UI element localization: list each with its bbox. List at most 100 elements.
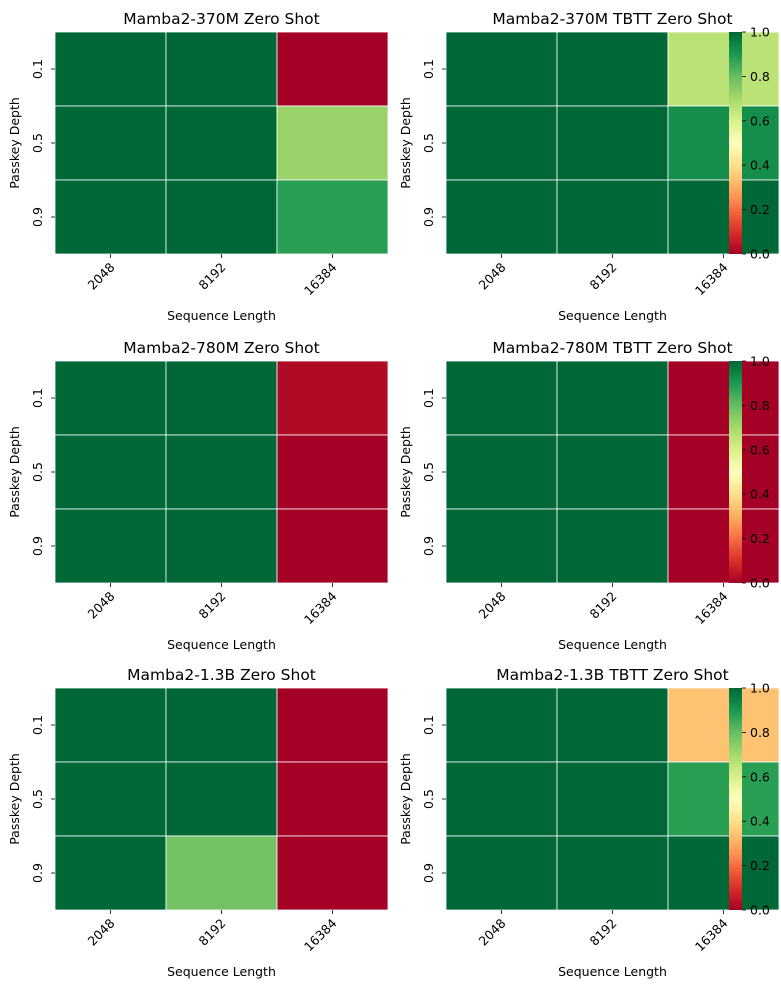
heatmap-panel-3: Mamba2-780M Zero Shot2048 8192 163840.10.5… [7,339,388,652]
y-tick-label: 0.9 [30,536,45,556]
heatmap-cell [55,361,166,435]
heatmap-cell [557,106,668,180]
colorbar-tick-label: 0.2 [750,531,770,546]
y-tick-label: 0.9 [421,207,436,227]
chart-title: Mamba2-780M TBTT Zero Shot [492,339,732,357]
colorbar-gradient [729,32,742,254]
y-tick-label: 0.5 [30,789,45,809]
x-tick-label: 2048 [85,588,118,621]
x-tick-label: 8192 [196,916,229,949]
x-tick-label: 2048 [85,915,118,948]
x-tick-label: 16384 [301,915,340,954]
heatmap-cell [557,435,668,509]
chart-title: Mamba2-370M Zero Shot [123,10,319,28]
x-tick-label: 2048 [476,259,509,292]
heatmap-cell [446,32,557,106]
colorbar-tick-label: 0.6 [750,769,770,784]
y-tick-label: 0.1 [30,715,45,735]
chart-title: Mamba2-1.3B Zero Shot [127,666,316,684]
x-tick-label: 2048 [85,259,118,292]
y-tick-label: 0.5 [421,789,436,809]
x-tick-label: 8192 [587,916,620,949]
heatmap-cell [166,762,277,836]
heatmap-cell [55,180,166,254]
heatmap-cell [277,509,388,583]
colorbar-tick-label: 0.6 [750,442,770,457]
y-axis-label: Passkey Depth [7,753,22,845]
chart-title: Mamba2-780M Zero Shot [123,339,319,357]
colorbar-tick-label: 0.2 [750,858,770,873]
y-tick-label: 0.1 [30,388,45,408]
y-tick-label: 0.5 [421,462,436,482]
colorbar-tick-label: 1.0 [750,25,770,40]
heatmap-cell [277,106,388,180]
x-tick-label: 2048 [476,915,509,948]
x-tick-label: 16384 [301,259,340,298]
colorbar-tick-label: 0.8 [750,69,770,84]
heatmap-cell [166,509,277,583]
heatmap-cell [55,836,166,910]
x-tick-label: 8192 [196,589,229,622]
colorbar-tick-label: 1.0 [750,354,770,369]
x-axis-label: Sequence Length [558,308,667,323]
colorbar-tick-label: 0.8 [750,725,770,740]
y-tick-label: 0.5 [421,133,436,153]
heatmap-cell [166,361,277,435]
heatmap-cell [166,32,277,106]
heatmap-cell [55,688,166,762]
heatmap-cell [55,32,166,106]
heatmap-cell [277,688,388,762]
chart-title: Mamba2-370M TBTT Zero Shot [492,10,732,28]
heatmap-cell [55,509,166,583]
heatmap-cell [277,762,388,836]
heatmap-cell [446,435,557,509]
colorbar-tick-label: 0.4 [750,487,770,502]
colorbar-tick-label: 0.8 [750,398,770,413]
heatmap-panel-5: Mamba2-1.3B Zero Shot 2048 8192 16384 0.1 0.5… [7,666,388,979]
x-axis-label: Sequence Length [558,637,667,652]
heatmap-cell [557,509,668,583]
colorbar-gradient [729,361,742,583]
y-axis-label: Passkey Depth [398,426,413,518]
colorbar-tick-label: 1.0 [750,681,770,696]
heatmap-panel-4: Mamba2-780M TBTT Zero Shot 2048 8192 16384 0… [398,339,779,652]
heatmap-panel-1: Mamba2-370M Zero Shot 2048 8192 16384 0.1 0.5… [7,10,388,323]
colorbar-gradient [729,688,742,910]
y-tick-label: 0.9 [30,207,45,227]
heatmap-cell [557,32,668,106]
y-axis-label: Passkey Depth [7,97,22,189]
heatmap-cell [557,762,668,836]
y-tick-label: 0.9 [421,536,436,556]
heatmap-cell [55,106,166,180]
heatmap-cell [446,762,557,836]
heatmap-cell [557,836,668,910]
colorbar-tick-label: 0.0 [750,576,770,591]
heatmap-cell [277,435,388,509]
x-axis-label: Sequence Length [167,308,276,323]
y-tick-label: 0.5 [30,462,45,482]
x-tick-label: 8192 [587,589,620,622]
colorbar-tick-label: 0.6 [750,113,770,128]
y-tick-label: 0.5 [30,133,45,153]
colorbar-tick-label: 0.4 [750,814,770,829]
y-tick-label: 0.1 [30,59,45,79]
x-tick-label: 16384 [692,588,731,627]
x-tick-label: 8192 [196,260,229,293]
heatmap-cell [446,688,557,762]
x-tick-label: 8192 [587,260,620,293]
y-tick-label: 0.1 [421,388,436,408]
heatmap-cell [55,762,166,836]
heatmap-cell [446,509,557,583]
heatmap-cell [446,361,557,435]
heatmap-cell [557,688,668,762]
x-tick-label: 2048 [476,588,509,621]
heatmap-cell [166,435,277,509]
heatmap-cell [277,361,388,435]
x-axis-label: Sequence Length [558,964,667,979]
x-axis-label: Sequence Length [167,637,276,652]
heatmap-cell [166,836,277,910]
y-tick-label: 0.1 [421,59,436,79]
y-axis-label: Passkey Depth [7,426,22,518]
colorbar-tick-label: 0.0 [750,247,770,262]
